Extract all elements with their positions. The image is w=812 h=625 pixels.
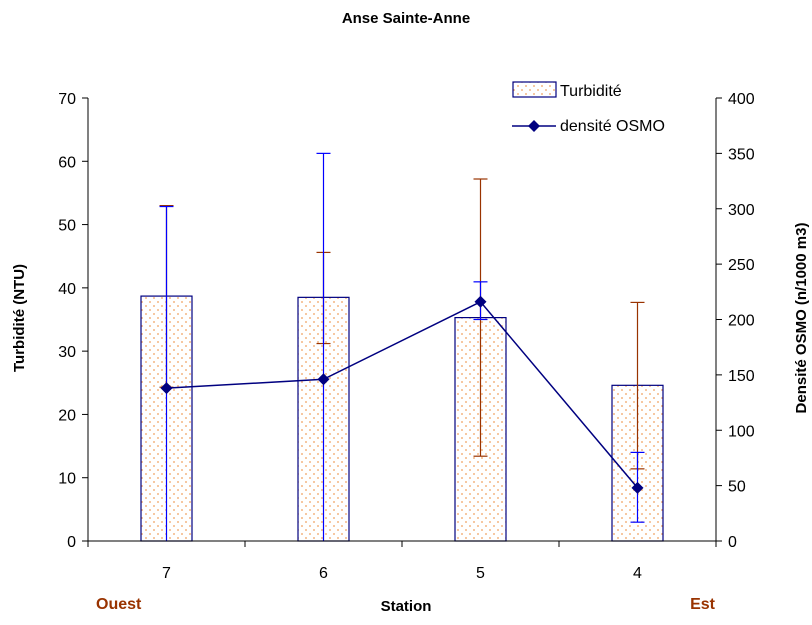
y-tick-label: 0 (67, 534, 76, 551)
x-tick-label: 4 (633, 565, 642, 582)
y-tick-label: 50 (58, 218, 76, 235)
legend-line-label: densité OSMO (560, 118, 665, 135)
y-tick-label: 60 (58, 154, 76, 171)
osmo-line (166, 300, 639, 489)
y2-tick-label: 100 (728, 423, 755, 440)
bars-layer (140, 295, 664, 542)
bar-error-bars (159, 178, 645, 470)
y2-tick-label: 200 (728, 313, 755, 330)
line-layer (160, 295, 644, 494)
osmo-point (631, 481, 644, 494)
y2-axis-title: Densité OSMO (n/1000 m3) (793, 223, 810, 414)
osmo-point (317, 373, 330, 386)
y2-tick-label: 0 (728, 534, 737, 551)
axes-layer: 0 10 20 30 40 50 60 70 0 50 100 150 200 250 300 350 400 7… (58, 91, 755, 582)
x-axis-title: Station (381, 598, 432, 615)
x-tick-label: 7 (162, 565, 171, 582)
west-label: Ouest (96, 596, 142, 613)
y-tick-label: 10 (58, 471, 76, 488)
legend-bar-label: Turbidité (560, 83, 622, 100)
y2-tick-label: 50 (728, 479, 746, 496)
chart-title: Anse Sainte-Anne (342, 10, 470, 27)
line-error-bars (159, 152, 645, 541)
y2-tick-label: 150 (728, 368, 755, 385)
y2-tick-label: 300 (728, 202, 755, 219)
y-tick-label: 20 (58, 407, 76, 424)
y2-tick-label: 250 (728, 257, 755, 274)
y-tick-label: 70 (58, 91, 76, 108)
y-tick-label: 30 (58, 344, 76, 361)
legend: Turbidité densité OSMO (512, 81, 665, 135)
y2-tick-label: 400 (728, 91, 755, 108)
y2-tick-label: 350 (728, 146, 755, 163)
east-label: Est (690, 596, 716, 613)
osmo-point (160, 382, 173, 395)
x-tick-label: 6 (319, 565, 328, 582)
legend-bar-swatch (512, 81, 557, 98)
legend-line-marker (528, 120, 540, 132)
osmo-point (474, 295, 487, 308)
x-tick-label: 5 (476, 565, 485, 582)
y-axis-title: Turbidité (NTU) (11, 264, 28, 372)
y-tick-label: 40 (58, 281, 76, 298)
